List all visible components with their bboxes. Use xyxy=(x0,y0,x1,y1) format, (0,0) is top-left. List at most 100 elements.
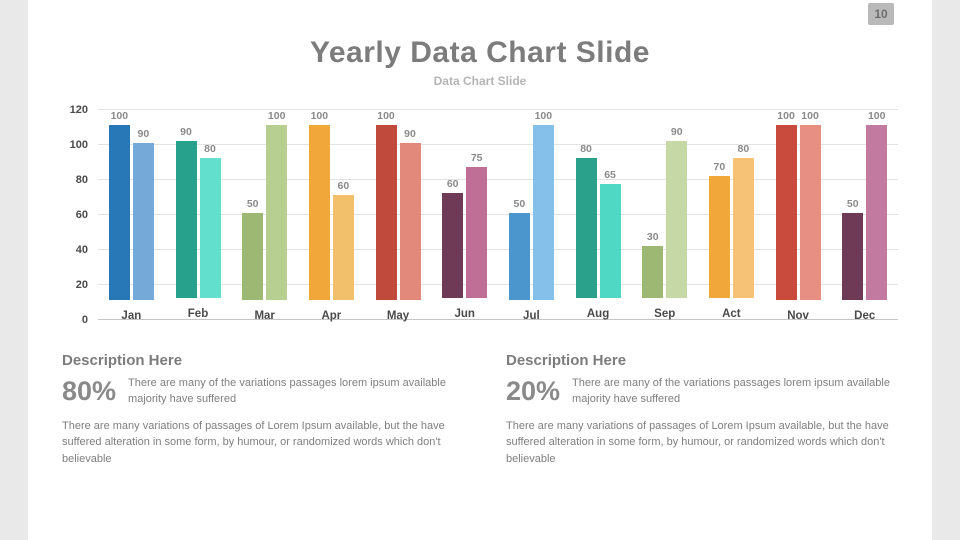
month-group: 50 100 Dec xyxy=(831,110,898,322)
bar-value-label: 80 xyxy=(737,143,750,155)
month-label: Dec xyxy=(854,310,876,322)
y-tick-label: 20 xyxy=(75,279,88,291)
bar xyxy=(199,158,221,298)
month-label: Jan xyxy=(121,310,142,322)
bar xyxy=(642,245,664,298)
bar-groups: 100 90 Jan 90 80 Feb 50 100 Mar 100 60 Apr 100 90 May 6… xyxy=(98,110,898,322)
gridline xyxy=(98,319,898,320)
gridline xyxy=(98,249,898,250)
month-group: 70 80 Act xyxy=(698,110,765,320)
bar-column: 75 xyxy=(466,151,488,298)
bar-column: 100 xyxy=(775,110,797,300)
bar xyxy=(842,212,864,300)
stat-lead-text: There are many of the variations passage… xyxy=(128,377,446,405)
bar-value-label: 75 xyxy=(470,151,483,164)
bar xyxy=(308,125,330,300)
bar xyxy=(775,125,797,300)
bar xyxy=(575,158,597,298)
bar xyxy=(532,125,554,300)
bar-pair: 100 90 xyxy=(108,110,154,300)
description-block-left: Description Here 80% There are many of t… xyxy=(62,352,454,467)
bar xyxy=(508,212,530,300)
bar xyxy=(708,175,730,298)
bar-value-label: 80 xyxy=(204,143,216,155)
bar-column: 65 xyxy=(599,169,621,298)
gridline xyxy=(98,214,898,215)
bar-column: 50 xyxy=(508,198,530,300)
bar-value-label: 100 xyxy=(534,110,553,122)
bar-column: 50 xyxy=(242,197,264,300)
bar-value-label: 100 xyxy=(110,110,129,122)
bar xyxy=(866,125,888,300)
bar-value-label: 100 xyxy=(867,110,886,122)
bar-column: 30 xyxy=(642,231,664,298)
bar xyxy=(442,193,464,298)
description-heading: Description Here xyxy=(62,352,183,369)
month-group: 50 100 Mar xyxy=(231,110,298,322)
y-tick-label: 0 xyxy=(81,314,88,326)
bar xyxy=(666,140,688,298)
bar-column: 100 xyxy=(266,110,288,300)
month-label: May xyxy=(386,310,410,322)
stat-value: 80% xyxy=(62,376,117,407)
bar-value-label: 50 xyxy=(246,197,259,210)
bar xyxy=(108,125,130,300)
bar-value-label: 70 xyxy=(713,160,726,173)
gridline xyxy=(98,179,898,180)
bar xyxy=(466,166,488,298)
stat-lead-text: There are many of the variations passage… xyxy=(572,377,890,405)
month-label: Aug xyxy=(586,308,610,320)
month-group: 100 90 May xyxy=(365,110,432,322)
page-number-badge: 10 xyxy=(868,3,894,25)
bar-column: 50 xyxy=(842,198,864,300)
bar-value-label: 90 xyxy=(137,127,150,140)
bar-pair: 80 65 xyxy=(575,110,621,298)
bar-column: 100 xyxy=(308,110,330,300)
y-tick-label: 100 xyxy=(69,139,88,151)
bar-column: 100 xyxy=(866,110,888,300)
month-group: 100 100 Nov xyxy=(765,110,832,322)
bar xyxy=(175,140,197,298)
month-label: Act xyxy=(722,308,741,320)
bar-column: 100 xyxy=(108,110,130,300)
bar xyxy=(266,125,288,300)
gridlines xyxy=(98,109,898,320)
bar-column: 100 xyxy=(532,110,554,300)
bar xyxy=(242,212,264,300)
bar xyxy=(132,142,154,300)
bar-pair: 70 80 xyxy=(708,110,754,298)
descriptions-row: Description Here 80% There are many of t… xyxy=(62,352,898,467)
y-tick-label: 120 xyxy=(69,104,88,116)
bar-value-label: 100 xyxy=(310,110,329,122)
month-group: 90 80 Feb xyxy=(165,110,232,320)
gridline xyxy=(98,144,898,145)
bar-column: 80 xyxy=(199,143,221,298)
description-body: There are many variations of passages of… xyxy=(506,419,889,465)
bar-column: 80 xyxy=(575,143,597,298)
stat-value: 20% xyxy=(506,376,561,407)
bar-column: 90 xyxy=(132,127,154,300)
bar-pair: 60 75 xyxy=(442,110,488,298)
bar-pair: 100 90 xyxy=(375,110,421,300)
chart-plot: 100 90 Jan 90 80 Feb 50 100 Mar 100 60 Apr 100 90 May 6… xyxy=(98,109,898,322)
bar-pair: 30 90 xyxy=(642,110,688,298)
page-title: Yearly Data Chart Slide xyxy=(310,36,650,69)
month-group: 60 75 Jun xyxy=(431,110,498,320)
bar-value-label: 100 xyxy=(801,110,819,122)
gridline xyxy=(98,284,898,285)
bar-pair: 50 100 xyxy=(508,110,554,300)
bar-pair: 100 100 xyxy=(775,110,821,300)
bar xyxy=(799,125,821,300)
bar-value-label: 65 xyxy=(604,169,616,182)
bar-pair: 100 60 xyxy=(308,110,354,300)
month-group: 80 65 Aug xyxy=(565,110,632,320)
month-label: Sep xyxy=(654,308,676,320)
bar-pair: 50 100 xyxy=(842,110,888,300)
bar-column: 90 xyxy=(666,125,688,298)
bar-column: 80 xyxy=(732,143,754,298)
bar-value-label: 90 xyxy=(670,125,683,138)
bar-column: 60 xyxy=(332,180,354,300)
bar-column: 60 xyxy=(442,178,464,298)
bar-pair: 90 80 xyxy=(175,110,221,298)
month-label: Feb xyxy=(187,308,209,320)
